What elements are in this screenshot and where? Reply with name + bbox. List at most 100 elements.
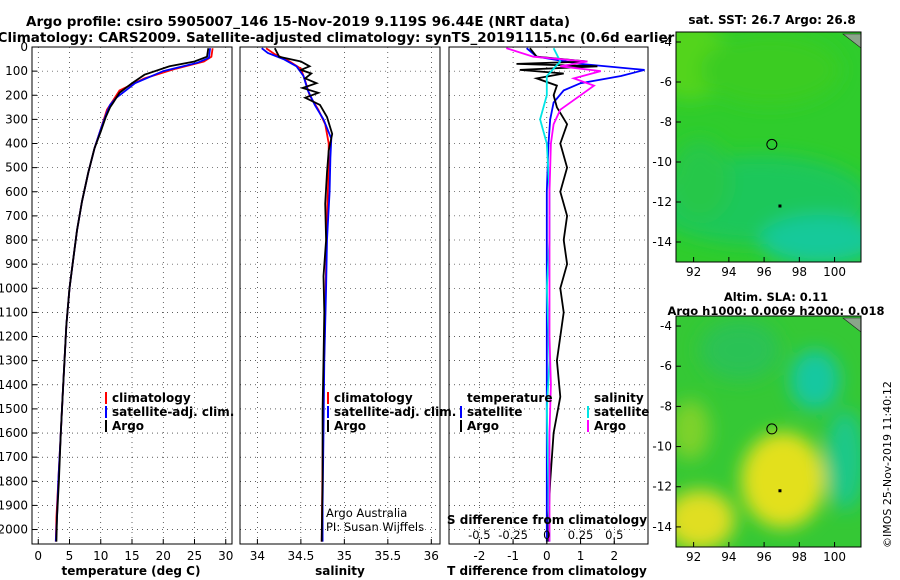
map-y-tick-label: -4 — [660, 319, 672, 333]
legend-salinity-title: salinity — [594, 391, 644, 405]
difference-series — [506, 47, 645, 542]
sst-map-panel: sat. SST: 26.7 Argo: 26.8 92 94 96 98 100 -4 -… — [652, 13, 862, 279]
salinity-series — [261, 47, 334, 542]
series-line-s-argo — [506, 47, 602, 542]
y-tick-label: 200 — [5, 88, 28, 102]
float-previous-position — [778, 204, 782, 208]
x-tick-label: 0 — [543, 549, 551, 563]
map-x-tick-label: 100 — [823, 550, 846, 564]
sst-map-field — [676, 32, 861, 262]
map-y-tick-label: -6 — [660, 75, 672, 89]
credit-pi: PI: Susan Wijffels — [326, 520, 424, 534]
legend-climatology-label: climatology — [112, 391, 191, 405]
y-tick-label: 500 — [5, 161, 28, 175]
x-tick-label: -1 — [507, 549, 519, 563]
y-tick-label: 1800 — [0, 474, 28, 488]
temperature-frame — [31, 46, 233, 545]
y-tick-label: 300 — [5, 112, 28, 126]
map-x-tick-label: 96 — [756, 550, 771, 564]
map-y-tick-label: -4 — [660, 35, 672, 49]
s-axis-tick-label: -0.5 — [468, 528, 490, 542]
x-tick-label: 10 — [93, 549, 108, 563]
difference-frame — [448, 46, 649, 545]
y-tick-label: 700 — [5, 209, 28, 223]
series-line-argo — [55, 48, 210, 542]
x-tick-label: 35 — [337, 549, 352, 563]
argo-location-marker — [766, 423, 778, 435]
sla-map-panel: Altim. SLA: 0.11 Argo h1000: 0.0069 h200… — [652, 290, 884, 564]
s-axis-tick-label: 0.25 — [568, 528, 594, 542]
sla-map-ticks: 92 94 96 98 100 -4 -6 -8 -10 -12 -14 — [652, 319, 846, 564]
y-tick-label: 1400 — [0, 378, 28, 392]
y-tick-label: 100 — [5, 64, 28, 78]
series-line-climatology — [265, 47, 330, 542]
y-tick-label: 0 — [20, 40, 28, 54]
x-tick-label: 5 — [66, 549, 74, 563]
legend-s-satellite-label: satellite — [594, 405, 649, 419]
argo-location-marker — [766, 138, 778, 150]
legend-satellite-label: satellite-adj. clim. — [334, 405, 456, 419]
x-tick-label: 36 — [424, 549, 439, 563]
s-axis-tick-label: 0.5 — [605, 528, 623, 542]
x-tick-label: 15 — [124, 549, 139, 563]
series-line-satellite-adj-clim- — [54, 48, 211, 542]
legend-s-argo-label: Argo — [594, 419, 626, 433]
y-tick-label: 1000 — [0, 281, 28, 295]
y-tick-label: 1600 — [0, 426, 28, 440]
y-tick-label: 1700 — [0, 450, 28, 464]
legend-temperature-title: temperature — [467, 391, 552, 405]
y-tick-label: 1100 — [0, 305, 28, 319]
salinity-panel: 34 34.5 35 35.5 36 salinity climatology sate… — [239, 46, 456, 578]
y-tick-label: 1300 — [0, 354, 28, 368]
map-y-tick-label: -14 — [652, 520, 672, 534]
map-x-tick-label: 100 — [823, 265, 846, 279]
x-tick-label: 34.5 — [288, 549, 315, 563]
salinity-xlabel: salinity — [315, 564, 365, 578]
series-line-s-satellite — [539, 47, 562, 542]
y-tick-label: 1900 — [0, 498, 28, 512]
x-tick-label: 34 — [250, 549, 265, 563]
s-axis-tick-label: -0.25 — [498, 528, 528, 542]
temperature-series — [54, 48, 214, 542]
x-tick-label: 0 — [34, 549, 42, 563]
legend-climatology-label: climatology — [334, 391, 413, 405]
map-y-tick-label: -8 — [660, 115, 672, 129]
x-tick-label: 20 — [156, 549, 171, 563]
y-tick-label: 2000 — [0, 523, 28, 537]
temperature-panel: 0 5 10 15 20 25 30 0 100 200 300 400 500 600 700 800 90… — [0, 40, 234, 578]
map-x-tick-label: 98 — [792, 550, 807, 564]
salinity-legend: climatology satellite-adj. clim. Argo — [327, 391, 456, 433]
temperature-legend: climatology satellite-adj. clim. Argo — [105, 391, 234, 433]
map-x-tick-label: 98 — [792, 265, 807, 279]
difference-s-axis-ticks: -0.5 -0.25 0 0.25 0.5 — [468, 528, 623, 544]
map-y-tick-label: -10 — [652, 155, 672, 169]
difference-s-xlabel: S difference from climatology — [447, 513, 647, 527]
figure-title-line2: Climatology: CARS2009. Satellite-adjuste… — [0, 30, 680, 46]
legend-satellite-label: satellite-adj. clim. — [112, 405, 234, 419]
figure-title-line1: Argo profile: csiro 5905007_146 15-Nov-2… — [26, 14, 570, 30]
series-line-satellite-adj-clim- — [261, 47, 333, 542]
sla-map-subtitle: Argo h1000: 0.0069 h2000: 0.018 — [667, 304, 884, 318]
map-x-tick-label: 94 — [721, 550, 736, 564]
y-tick-label: 1500 — [0, 402, 28, 416]
series-line-t-satellite — [526, 47, 645, 542]
map-y-tick-label: -6 — [660, 359, 672, 373]
series-line-argo — [273, 47, 334, 542]
temperature-xlabel: temperature (deg C) — [62, 564, 201, 578]
y-tick-label: 800 — [5, 233, 28, 247]
map-x-tick-label: 92 — [686, 265, 701, 279]
sla-map-frame — [675, 315, 862, 548]
y-tick-label: 400 — [5, 137, 28, 151]
y-tick-label: 1200 — [0, 330, 28, 344]
x-tick-label: 30 — [218, 549, 233, 563]
map-x-tick-label: 92 — [686, 550, 701, 564]
map-x-tick-label: 96 — [756, 265, 771, 279]
x-tick-label: 35.5 — [374, 549, 401, 563]
credit-argo-australia: Argo Australia — [326, 506, 407, 520]
difference-x-ticks: -2 -1 0 1 2 — [473, 539, 618, 563]
legend-argo-label: Argo — [112, 419, 144, 433]
pressure-y-ticks: 0 100 200 300 400 500 600 700 800 900 1000 1100 1200… — [0, 40, 37, 537]
difference-panel: -2 -1 0 1 2 -0.5 -0.25 0 0.25 0.5 S difference f… — [447, 46, 649, 578]
legend-argo-label: Argo — [334, 419, 366, 433]
x-tick-label: 1 — [577, 549, 585, 563]
